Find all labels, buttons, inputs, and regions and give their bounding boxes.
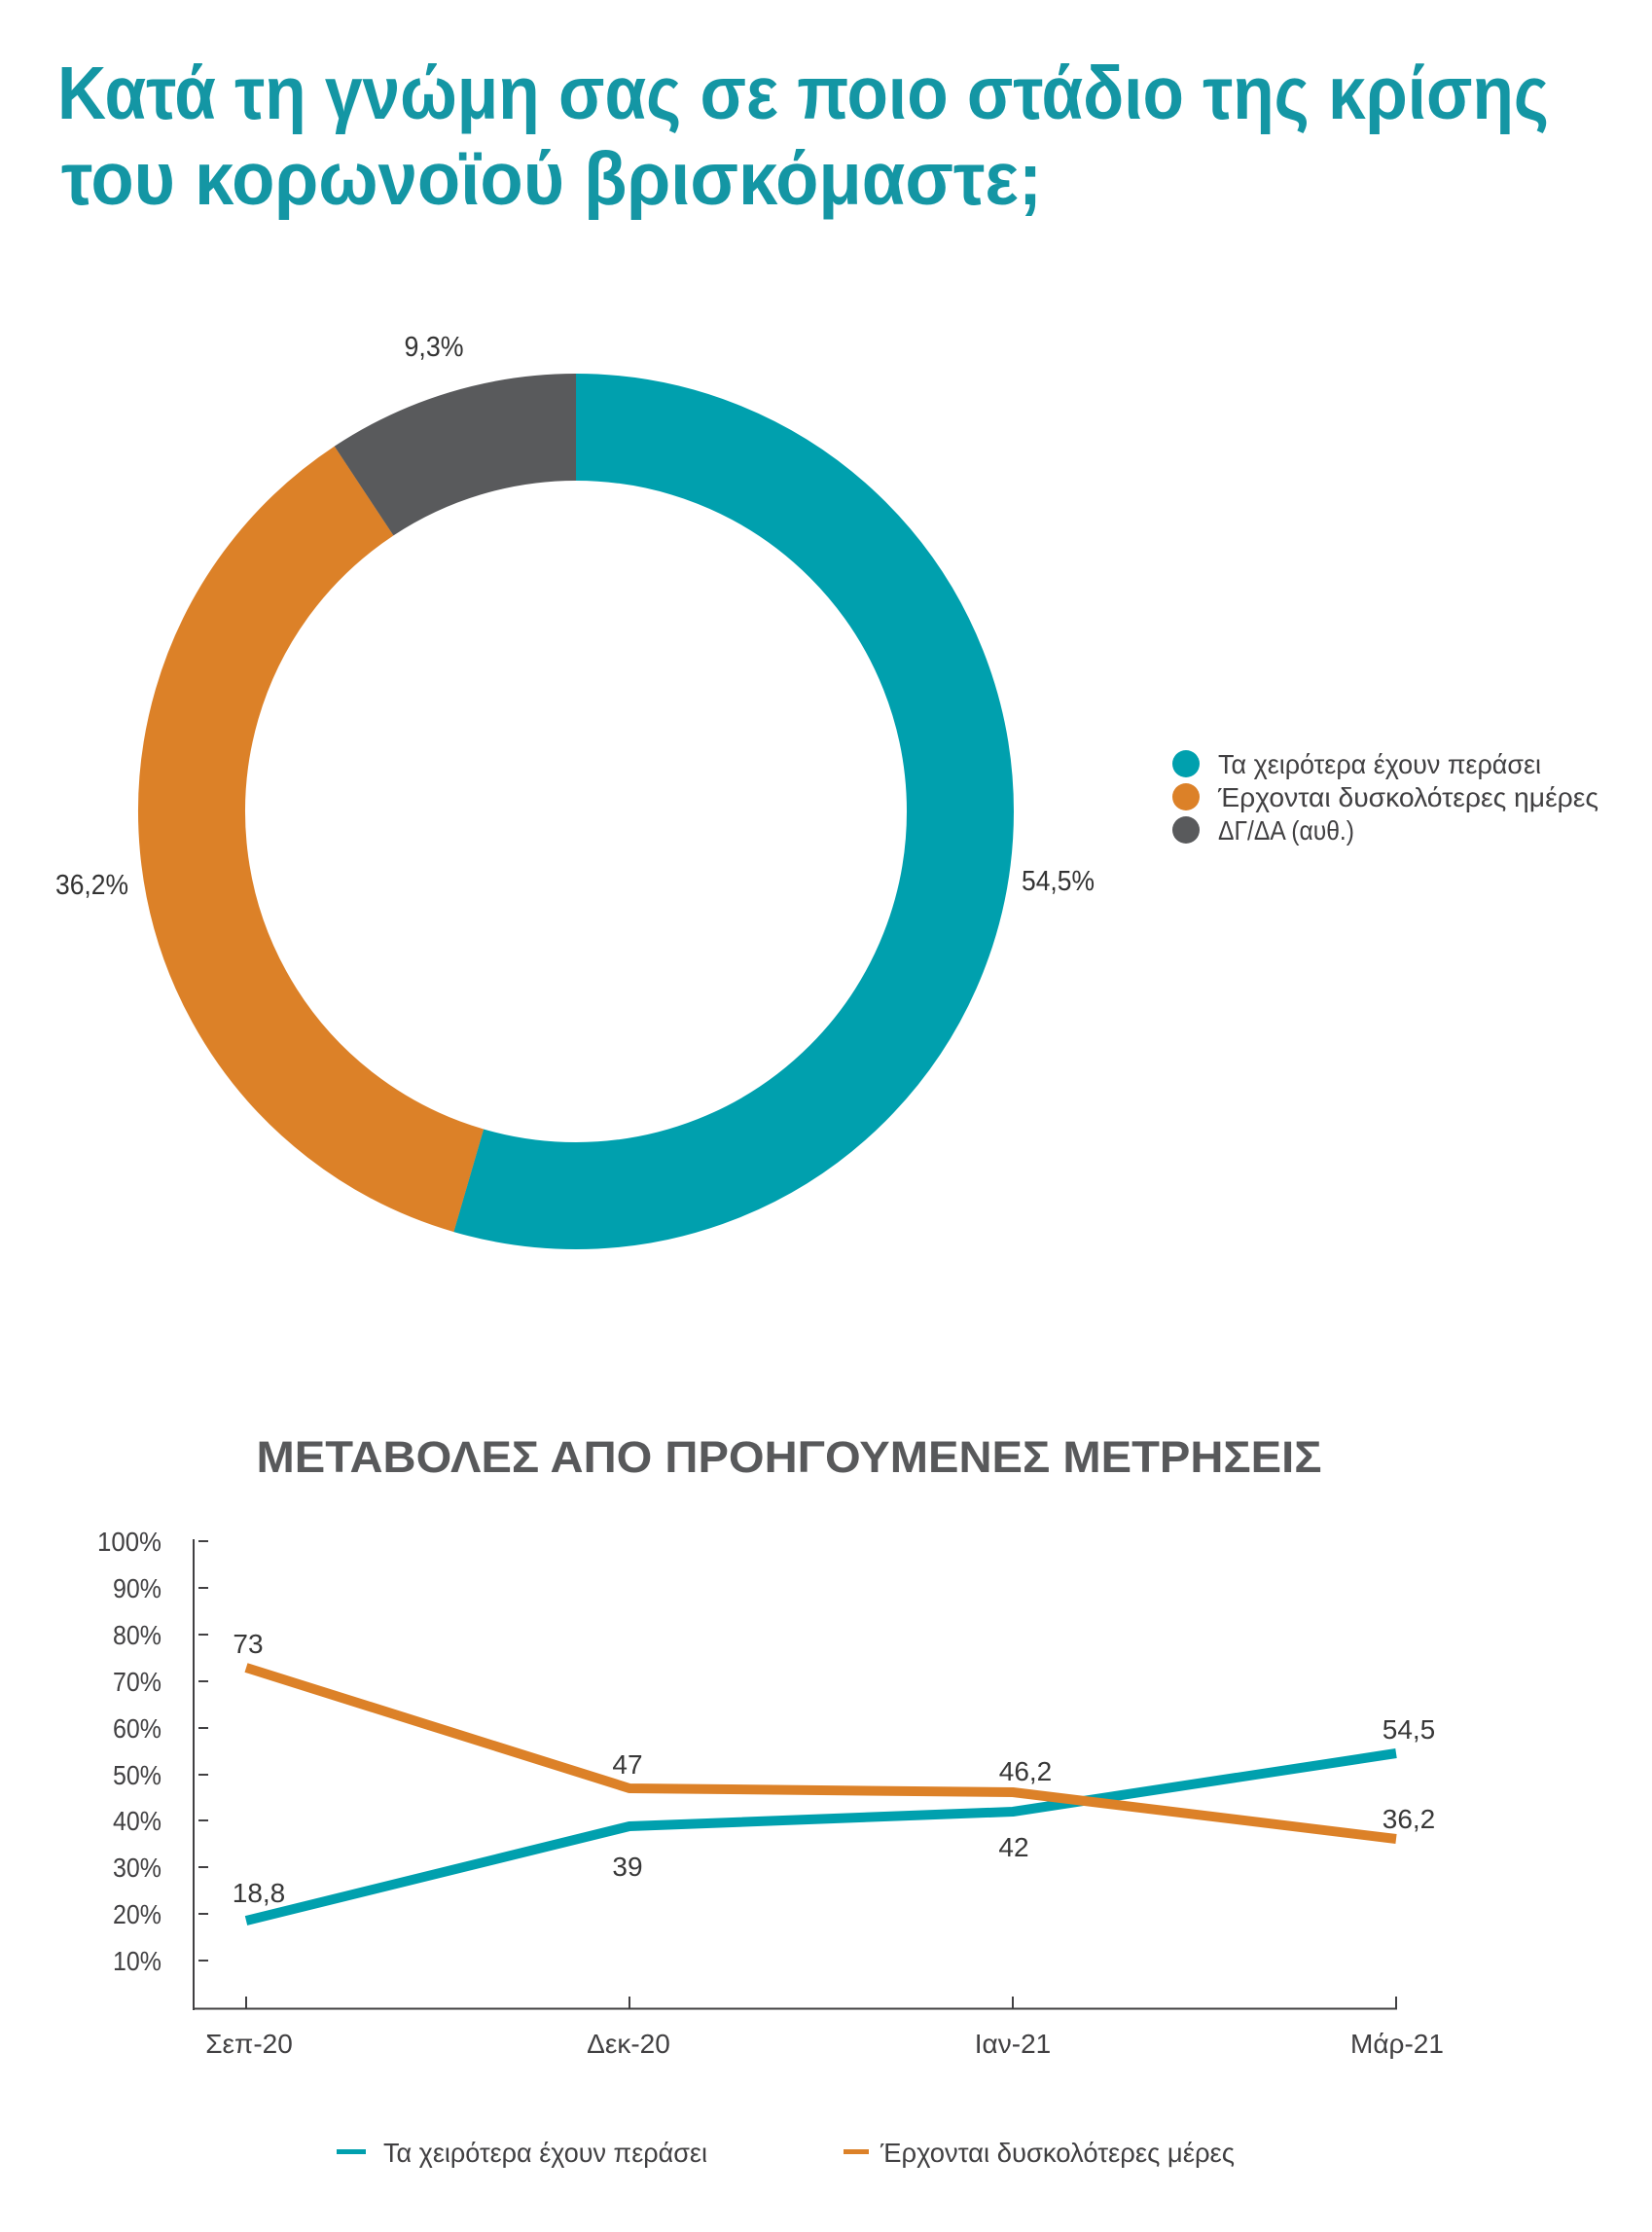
svg-text:Δεκ-20: Δεκ-20	[587, 2029, 670, 2059]
svg-text:80%: 80%	[113, 1620, 162, 1650]
svg-text:47: 47	[612, 1749, 642, 1780]
svg-text:Τα χειρότερα έχουν περάσει: Τα χειρότερα έχουν περάσει	[1218, 749, 1541, 779]
svg-text:54,5: 54,5	[1383, 1714, 1436, 1745]
svg-text:100%: 100%	[97, 1527, 162, 1557]
svg-text:18,8: 18,8	[233, 1878, 286, 1908]
svg-text:50%: 50%	[113, 1760, 162, 1790]
svg-text:60%: 60%	[113, 1713, 162, 1744]
svg-text:46,2: 46,2	[999, 1756, 1053, 1786]
svg-text:39: 39	[612, 1852, 642, 1882]
svg-text:20%: 20%	[113, 1899, 162, 1929]
svg-text:Κατά τη γνώμη σας σε ποιο στάδ: Κατά τη γνώμη σας σε ποιο στάδιο της κρί…	[57, 52, 1549, 135]
svg-text:30%: 30%	[113, 1853, 162, 1883]
svg-text:Έρχονται δυσκολότερες μέρες: Έρχονται δυσκολότερες μέρες	[880, 2138, 1235, 2168]
svg-text:40%: 40%	[113, 1806, 162, 1836]
svg-text:42: 42	[998, 1832, 1028, 1862]
svg-text:54,5%: 54,5%	[1022, 866, 1095, 897]
svg-text:Σεπ-20: Σεπ-20	[205, 2029, 293, 2059]
svg-text:Ιαν-21: Ιαν-21	[975, 2029, 1051, 2059]
svg-text:73: 73	[233, 1629, 263, 1659]
svg-text:Μάρ-21: Μάρ-21	[1350, 2029, 1444, 2059]
svg-text:9,3%: 9,3%	[405, 332, 464, 363]
svg-text:ΔΓ/ΔΑ (αυθ.): ΔΓ/ΔΑ (αυθ.)	[1218, 815, 1354, 846]
svg-text:36,2: 36,2	[1383, 1804, 1436, 1834]
svg-text:Τα χειρότερα έχουν περάσει: Τα χειρότερα έχουν περάσει	[383, 2138, 707, 2168]
svg-text:70%: 70%	[113, 1667, 162, 1697]
svg-text:10%: 10%	[113, 1946, 162, 1976]
svg-text:90%: 90%	[113, 1573, 162, 1603]
svg-text:του κορωνοϊού βρισκόμαστε;: του κορωνοϊού βρισκόμαστε;	[61, 137, 1042, 221]
svg-text:Έρχονται δυσκολότερες ημέρες: Έρχονται δυσκολότερες ημέρες	[1217, 782, 1598, 812]
svg-text:36,2%: 36,2%	[55, 870, 128, 901]
svg-text:ΜΕΤΑΒΟΛΕΣ ΑΠΟ ΠΡΟΗΓΟΥΜΕΝΕΣ ΜΕΤ: ΜΕΤΑΒΟΛΕΣ ΑΠΟ ΠΡΟΗΓΟΥΜΕΝΕΣ ΜΕΤΡΗΣΕΙΣ	[257, 1432, 1322, 1482]
